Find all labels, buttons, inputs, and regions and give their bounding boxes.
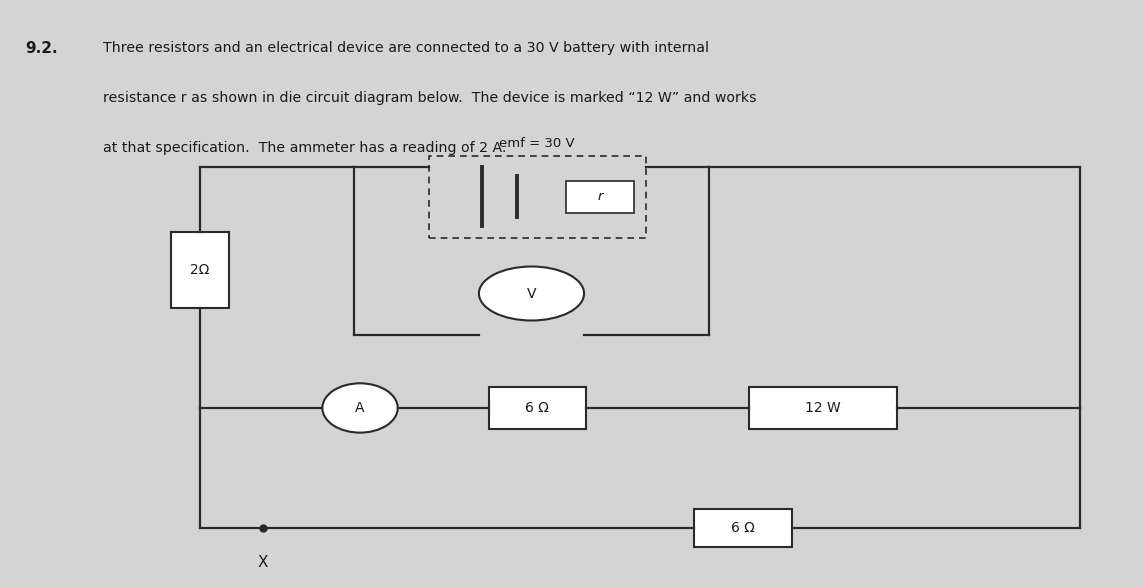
Circle shape: [479, 266, 584, 321]
Text: 6 Ω: 6 Ω: [732, 521, 754, 535]
Text: r: r: [598, 190, 602, 203]
Text: 12 W: 12 W: [805, 401, 841, 415]
Text: 9.2.: 9.2.: [25, 41, 58, 56]
Bar: [749, 387, 897, 429]
Bar: [429, 156, 646, 238]
Text: emf = 30 V: emf = 30 V: [499, 137, 575, 150]
Bar: [489, 387, 585, 429]
Text: Three resistors and an electrical device are connected to a 30 V battery with in: Three resistors and an electrical device…: [103, 41, 709, 55]
Ellipse shape: [322, 383, 398, 433]
Bar: [171, 232, 229, 308]
Text: at that specification.  The ammeter has a reading of 2 A.: at that specification. The ammeter has a…: [103, 141, 506, 155]
Bar: [695, 509, 791, 547]
Bar: [566, 181, 634, 213]
Text: resistance r as shown in die circuit diagram below.  The device is marked “12 W”: resistance r as shown in die circuit dia…: [103, 91, 757, 105]
Text: V: V: [527, 286, 536, 301]
Text: 6 Ω: 6 Ω: [526, 401, 549, 415]
Text: 2Ω: 2Ω: [191, 263, 209, 277]
Text: A: A: [355, 401, 365, 415]
Text: X: X: [257, 555, 269, 570]
